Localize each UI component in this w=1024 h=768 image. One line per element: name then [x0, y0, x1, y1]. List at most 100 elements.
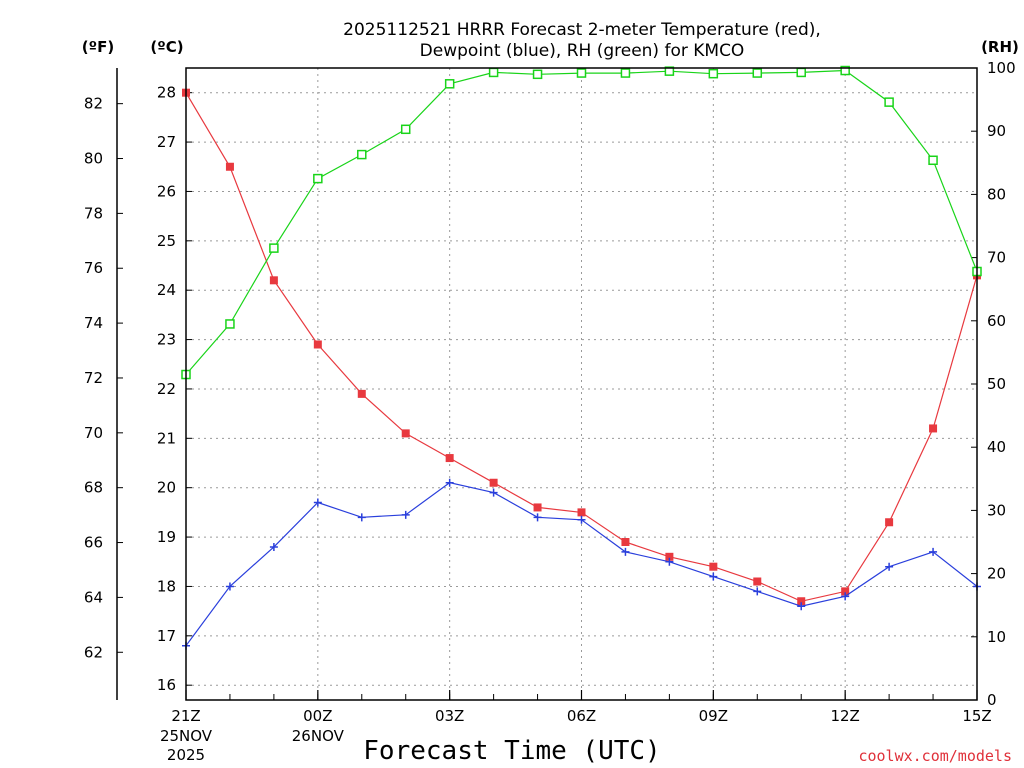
- dewpoint-point: [401, 510, 410, 519]
- rh-point: [269, 243, 279, 253]
- dewpoint-point: [225, 582, 234, 591]
- 2-meter-temperature-point: [445, 454, 454, 463]
- rh-point: [840, 65, 850, 76]
- time-tick-date: 25NOV: [160, 727, 213, 745]
- credit-link[interactable]: coolwx.com/models: [858, 747, 1012, 765]
- dewpoint-point: [929, 547, 938, 556]
- rh-point: [357, 149, 367, 160]
- 2-meter-temperature-point: [357, 389, 366, 398]
- time-tick-label: 09Z: [699, 707, 728, 725]
- x-axis-title: Forecast Time (UTC): [363, 736, 660, 766]
- dewpoint-point: [753, 587, 762, 596]
- rh-point: [620, 68, 631, 78]
- dewpoint-point: [269, 542, 278, 551]
- time-tick-year: 2025: [167, 746, 205, 764]
- dewpoint-point: [709, 572, 718, 581]
- 2-meter-temperature-point: [797, 597, 806, 606]
- 2-meter-temperature-point: [709, 562, 718, 571]
- 2-meter-temperature-point: [489, 478, 498, 487]
- fahrenheit-tick-label: 76: [84, 259, 103, 277]
- dewpoint-point: [577, 515, 586, 524]
- 2-meter-temperature-point: [313, 340, 322, 349]
- fahrenheit-tick-label: 68: [84, 479, 103, 497]
- time-tick-label: 00Z: [303, 707, 332, 725]
- fahrenheit-tick-label: 80: [84, 150, 103, 168]
- fahrenheit-tick-label: 62: [84, 643, 103, 661]
- rh-point: [752, 68, 763, 78]
- 2-meter-temperature-point: [841, 587, 850, 596]
- rh-point: [708, 68, 719, 79]
- 2-meter-temperature-point: [665, 552, 674, 561]
- rh-point: [488, 67, 499, 78]
- 2-meter-temperature-point: [577, 508, 586, 517]
- fahrenheit-tick-label: 74: [84, 314, 103, 332]
- fahrenheit-tick-label: 64: [84, 588, 103, 606]
- 2-meter-temperature-point: [401, 429, 410, 438]
- time-tick-label: 15Z: [962, 707, 991, 725]
- rh-tick-label: 20: [987, 565, 1006, 583]
- fahrenheit-tick-label: 82: [84, 95, 103, 113]
- celsius-tick-label: 22: [157, 380, 176, 398]
- rh-point: [884, 97, 894, 107]
- time-tick-label: 12Z: [830, 707, 859, 725]
- celsius-tick-label: 27: [157, 133, 176, 151]
- rh-point: [400, 124, 411, 135]
- dewpoint-point: [313, 498, 322, 507]
- series-layer: [181, 65, 982, 650]
- celsius-axis-unit: (ºC): [150, 38, 183, 56]
- dewpoint-point: [445, 478, 454, 487]
- fahrenheit-tick-label: 70: [84, 424, 103, 442]
- fahrenheit-axis-unit: (ºF): [82, 38, 114, 56]
- rh-tick-label: 90: [987, 122, 1006, 140]
- celsius-tick-label: 21: [157, 429, 176, 447]
- rh-tick-label: 40: [987, 438, 1006, 456]
- 2-meter-temperature-point: [753, 577, 762, 586]
- 2-meter-temperature-point: [533, 503, 542, 512]
- rh-tick-label: 60: [987, 312, 1006, 330]
- chart-title-line1: 2025112521 HRRR Forecast 2-meter Tempera…: [343, 20, 821, 40]
- time-tick-label: 21Z: [171, 707, 200, 725]
- time-tick-label: 03Z: [435, 707, 464, 725]
- rh-tick-label: 100: [987, 59, 1016, 77]
- dewpoint-point: [533, 513, 542, 522]
- rh-point: [444, 79, 455, 89]
- celsius-tick-label: 20: [157, 479, 176, 497]
- celsius-tick-label: 25: [157, 232, 176, 250]
- rh-tick-label: 50: [987, 375, 1006, 393]
- celsius-tick-label: 23: [157, 331, 176, 349]
- rh-tick-label: 0: [987, 691, 997, 709]
- celsius-axis-ticks: 16 17 18 19 20 21 22 23 24 25 26 27 28: [157, 84, 192, 694]
- rh-point: [532, 69, 543, 80]
- dewpoint-point: [665, 557, 674, 566]
- celsius-tick-label: 16: [157, 676, 176, 694]
- fahrenheit-axis-ticks: 62 64 66 68 70 72 74 76 78 80 82: [84, 95, 123, 661]
- rh-point: [576, 68, 587, 78]
- dewpoint-point: [489, 488, 498, 497]
- time-tick-label: 06Z: [567, 707, 596, 725]
- rh-tick-label: 10: [987, 628, 1006, 646]
- rh-tick-label: 80: [987, 185, 1006, 203]
- 2-meter-temperature-point: [621, 538, 630, 546]
- rh-point: [928, 155, 938, 166]
- celsius-tick-label: 17: [157, 627, 176, 645]
- rh-point: [796, 67, 806, 78]
- fahrenheit-tick-label: 78: [84, 204, 103, 222]
- dewpoint-point: [797, 602, 806, 611]
- dewpoint-point: [357, 513, 366, 522]
- fahrenheit-tick-label: 72: [84, 369, 103, 387]
- rh-tick-label: 30: [987, 501, 1006, 519]
- fahrenheit-tick-label: 66: [84, 534, 103, 552]
- 2-meter-temperature-point: [269, 276, 278, 285]
- celsius-tick-label: 18: [157, 577, 176, 595]
- 2-meter-temperature-point: [929, 424, 938, 433]
- gridlines: [186, 68, 977, 700]
- plot-frame: [185, 67, 978, 701]
- dewpoint-point: [621, 547, 630, 556]
- 2-meter-temperature-point: [225, 162, 234, 171]
- rh-tick-label: 70: [987, 249, 1006, 267]
- celsius-tick-label: 24: [157, 281, 176, 299]
- dewpoint-point: [885, 562, 894, 571]
- rh-point: [225, 319, 235, 329]
